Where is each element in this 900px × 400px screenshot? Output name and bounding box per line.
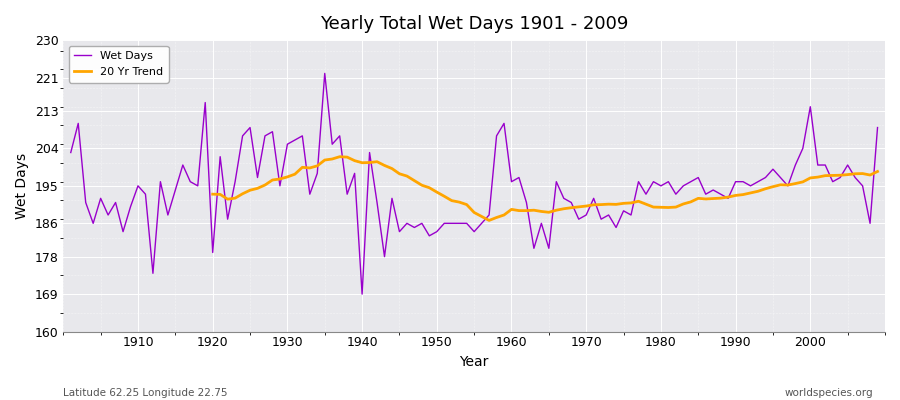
20 Yr Trend (790, 181, 801, 186)
20 Yr Trend (297, 165, 308, 170)
Line: Wet Days: Wet Days (71, 74, 878, 294)
Wet Days (320, 71, 330, 76)
Legend: Wet Days, 20 Yr Trend: Wet Days, 20 Yr Trend (68, 46, 168, 82)
Title: Yearly Total Wet Days 1901 - 2009: Yearly Total Wet Days 1901 - 2009 (320, 15, 628, 33)
Wet Days (290, 138, 301, 142)
X-axis label: Year: Year (460, 355, 489, 369)
Text: Latitude 62.25 Longitude 22.75: Latitude 62.25 Longitude 22.75 (63, 388, 228, 398)
20 Yr Trend (207, 192, 218, 196)
Wet Days (521, 200, 532, 205)
20 Yr Trend (334, 154, 345, 159)
Y-axis label: Wet Days: Wet Days (15, 153, 29, 219)
Wet Days (872, 125, 883, 130)
Wet Days (356, 292, 367, 296)
Wet Days (342, 192, 353, 196)
Wet Days (125, 204, 136, 209)
20 Yr Trend (686, 200, 697, 204)
20 Yr Trend (775, 182, 786, 187)
Wet Days (514, 175, 525, 180)
Wet Days (611, 225, 622, 230)
20 Yr Trend (872, 169, 883, 174)
20 Yr Trend (857, 171, 868, 176)
Text: worldspecies.org: worldspecies.org (785, 388, 873, 398)
Line: 20 Yr Trend: 20 Yr Trend (212, 157, 878, 220)
20 Yr Trend (417, 183, 428, 188)
Wet Days (66, 150, 77, 155)
20 Yr Trend (483, 218, 494, 223)
